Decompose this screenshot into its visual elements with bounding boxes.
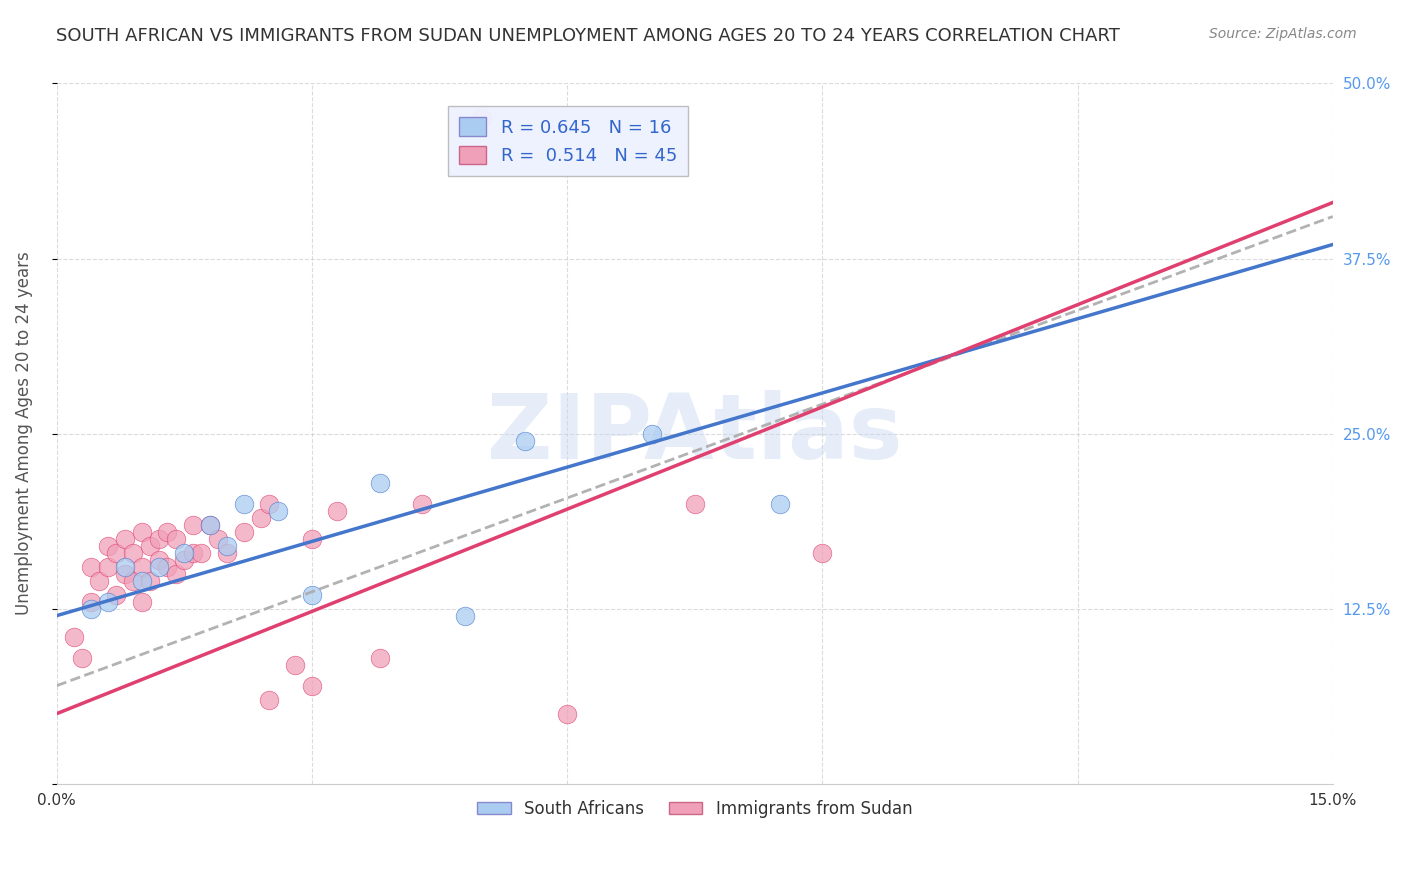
Point [131, 559, 153, 574]
Point [148, 552, 170, 566]
Y-axis label: Unemployment Among Ages 20 to 24 years: Unemployment Among Ages 20 to 24 years [15, 252, 32, 615]
Point [122, 574, 145, 588]
Point [79, 601, 101, 615]
Point [97, 595, 120, 609]
Point [454, 608, 477, 623]
Point [97, 539, 120, 553]
Point [114, 532, 136, 546]
Point [156, 559, 179, 574]
Point [165, 566, 187, 581]
Point [301, 588, 323, 602]
Point [105, 546, 128, 560]
Point [114, 559, 136, 574]
Legend: South Africans, Immigrants from Sudan: South Africans, Immigrants from Sudan [471, 793, 920, 824]
Point [131, 574, 153, 588]
Point [513, 434, 536, 448]
Point [181, 517, 204, 532]
Point [173, 546, 195, 560]
Point [215, 539, 238, 553]
Point [148, 559, 170, 574]
Point [114, 566, 136, 581]
Point [301, 679, 323, 693]
Point [165, 532, 187, 546]
Point [97, 559, 120, 574]
Point [139, 539, 162, 553]
Point [811, 546, 834, 560]
Point [122, 546, 145, 560]
Point [139, 574, 162, 588]
Point [555, 706, 578, 721]
Point [89, 574, 111, 588]
Text: ZIPAtlas: ZIPAtlas [486, 390, 903, 477]
Point [156, 524, 179, 539]
Point [769, 497, 792, 511]
Point [301, 532, 323, 546]
Text: SOUTH AFRICAN VS IMMIGRANTS FROM SUDAN UNEMPLOYMENT AMONG AGES 20 TO 24 YEARS CO: SOUTH AFRICAN VS IMMIGRANTS FROM SUDAN U… [56, 27, 1121, 45]
Point [105, 588, 128, 602]
Point [249, 510, 271, 524]
Point [326, 503, 349, 517]
Point [411, 497, 433, 511]
Point [284, 657, 307, 672]
Point [181, 546, 204, 560]
Point [368, 650, 391, 665]
Point [215, 546, 238, 560]
Text: Source: ZipAtlas.com: Source: ZipAtlas.com [1209, 27, 1357, 41]
Point [683, 497, 706, 511]
Point [368, 475, 391, 490]
Point [267, 503, 290, 517]
Point [148, 532, 170, 546]
Point [131, 595, 153, 609]
Point [190, 546, 212, 560]
Point [207, 532, 229, 546]
Point [131, 524, 153, 539]
Point [641, 426, 664, 441]
Point [232, 497, 254, 511]
Point [259, 497, 281, 511]
Point [79, 595, 101, 609]
Point [70, 650, 93, 665]
Point [79, 559, 101, 574]
Point [232, 524, 254, 539]
Point [198, 517, 221, 532]
Point [259, 692, 281, 706]
Point [62, 630, 84, 644]
Point [198, 517, 221, 532]
Point [471, 112, 494, 126]
Point [173, 552, 195, 566]
